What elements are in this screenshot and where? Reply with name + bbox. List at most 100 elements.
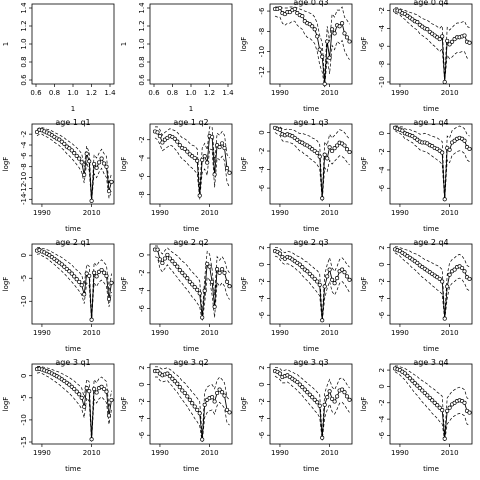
data-point bbox=[97, 160, 102, 165]
data-point bbox=[440, 279, 445, 284]
y-axis-label: logF bbox=[2, 397, 10, 412]
x-tick-label: 2010 bbox=[83, 449, 101, 457]
y-tick-label: -4 bbox=[378, 166, 386, 174]
data-point bbox=[177, 385, 182, 390]
y-tick-label: -10 bbox=[258, 46, 266, 57]
data-point bbox=[462, 33, 467, 38]
x-tick-label: 2010 bbox=[321, 329, 339, 337]
x-tick-label: 0.6 bbox=[148, 89, 160, 97]
data-point bbox=[210, 279, 215, 284]
data-point bbox=[175, 381, 180, 386]
panel-title: age 2 q2 bbox=[173, 238, 208, 247]
y-tick-label: 2 bbox=[378, 368, 386, 372]
y-tick-label: 0 bbox=[258, 262, 266, 266]
data-point bbox=[442, 197, 447, 202]
y-tick-label: 1.0 bbox=[138, 38, 146, 49]
panel-title: age 2 q4 bbox=[413, 238, 448, 247]
data-point bbox=[192, 155, 197, 161]
y-tick-label: -6 bbox=[20, 152, 28, 160]
y-axis-label: logF bbox=[2, 157, 10, 172]
y-tick-label: 2 bbox=[378, 245, 386, 249]
y-tick-label: -5 bbox=[20, 275, 28, 282]
data-point bbox=[172, 261, 177, 266]
y-tick-label: -8 bbox=[20, 163, 28, 170]
y-tick-label: -12 bbox=[20, 183, 28, 194]
y-axis-label: logF bbox=[120, 157, 128, 172]
x-tick-label: 2010 bbox=[441, 449, 459, 457]
y-tick-label: 0.8 bbox=[20, 56, 28, 67]
x-tick-label: 0.8 bbox=[167, 89, 178, 97]
data-point bbox=[227, 284, 232, 289]
upper-bound-line bbox=[36, 247, 112, 318]
upper-bound-line bbox=[275, 126, 350, 195]
x-tick-label: 1.4 bbox=[104, 89, 116, 97]
y-tick-label: -2 bbox=[20, 131, 28, 138]
data-point bbox=[215, 390, 220, 396]
x-tick-label: 0.8 bbox=[49, 89, 60, 97]
data-point bbox=[310, 395, 315, 400]
data-point bbox=[342, 31, 347, 36]
data-point bbox=[185, 276, 190, 281]
upper-bound-line bbox=[395, 246, 470, 317]
y-axis-label: logF bbox=[240, 277, 248, 292]
data-point bbox=[412, 381, 417, 386]
data-point bbox=[325, 274, 330, 279]
data-point bbox=[335, 276, 340, 281]
data-point bbox=[297, 382, 302, 387]
data-point bbox=[94, 165, 99, 170]
data-point bbox=[106, 189, 112, 194]
data-point bbox=[72, 274, 77, 279]
data-point bbox=[322, 402, 327, 407]
data-point bbox=[442, 79, 447, 85]
data-point bbox=[195, 287, 200, 292]
y-tick-label: 0 bbox=[378, 131, 386, 135]
estimate-line bbox=[274, 127, 350, 199]
data-point bbox=[447, 405, 452, 410]
data-point bbox=[67, 269, 72, 274]
data-point bbox=[415, 383, 420, 388]
x-tick-label: 1.2 bbox=[204, 89, 215, 97]
data-point bbox=[77, 156, 82, 161]
y-tick-label: -5 bbox=[20, 394, 28, 401]
data-point bbox=[335, 394, 340, 399]
data-point bbox=[87, 273, 92, 278]
y-tick-label: -4 bbox=[258, 166, 266, 174]
panel-title: age 1 q2 bbox=[173, 118, 208, 127]
data-point bbox=[325, 156, 330, 161]
data-point bbox=[200, 315, 205, 320]
data-point bbox=[109, 179, 114, 184]
data-point bbox=[467, 40, 472, 45]
data-point bbox=[344, 274, 350, 279]
plot-frame bbox=[149, 363, 233, 445]
panel-15: age 3 q3 time logF 1990 2010 2 0 -2 -4 -6 bbox=[240, 358, 353, 473]
y-tick-label: 0 bbox=[20, 253, 28, 257]
data-point bbox=[202, 154, 207, 159]
y-tick-label: -4 bbox=[138, 414, 146, 422]
data-point bbox=[69, 384, 74, 389]
data-point bbox=[315, 150, 320, 155]
y-tick-label: -4 bbox=[378, 415, 386, 423]
y-tick-label: -2 bbox=[378, 148, 386, 155]
data-point bbox=[170, 376, 175, 381]
y-tick-label: -8 bbox=[378, 61, 386, 68]
x-axis-label: time bbox=[423, 465, 439, 473]
data-point bbox=[300, 14, 305, 19]
data-point bbox=[452, 267, 457, 272]
x-tick-label: 2010 bbox=[201, 209, 219, 217]
panel-title: age 3 q1 bbox=[55, 358, 90, 367]
data-point bbox=[442, 436, 447, 441]
y-tick-label: 0 bbox=[138, 382, 146, 386]
x-axis-label: time bbox=[65, 465, 81, 473]
data-point bbox=[330, 277, 335, 282]
lower-bound-line bbox=[154, 137, 230, 200]
data-point bbox=[317, 154, 322, 159]
data-point bbox=[320, 54, 325, 59]
x-axis-label: time bbox=[423, 225, 439, 233]
y-axis-label: 1 bbox=[120, 42, 128, 46]
panel-1: 1 1 0.6 0.8 1.0 1.2 1.4 0.6 0.8 1.0 1.2 1.4 bbox=[2, 2, 116, 113]
y-tick-label: 0.8 bbox=[138, 56, 146, 67]
data-point bbox=[277, 371, 282, 376]
x-tick-label: 1990 bbox=[151, 449, 169, 457]
data-point bbox=[217, 145, 222, 150]
panel-2: 1 1 0.6 0.8 1.0 1.2 1.4 0.6 0.8 1.0 1.2 1.4 bbox=[120, 2, 234, 113]
